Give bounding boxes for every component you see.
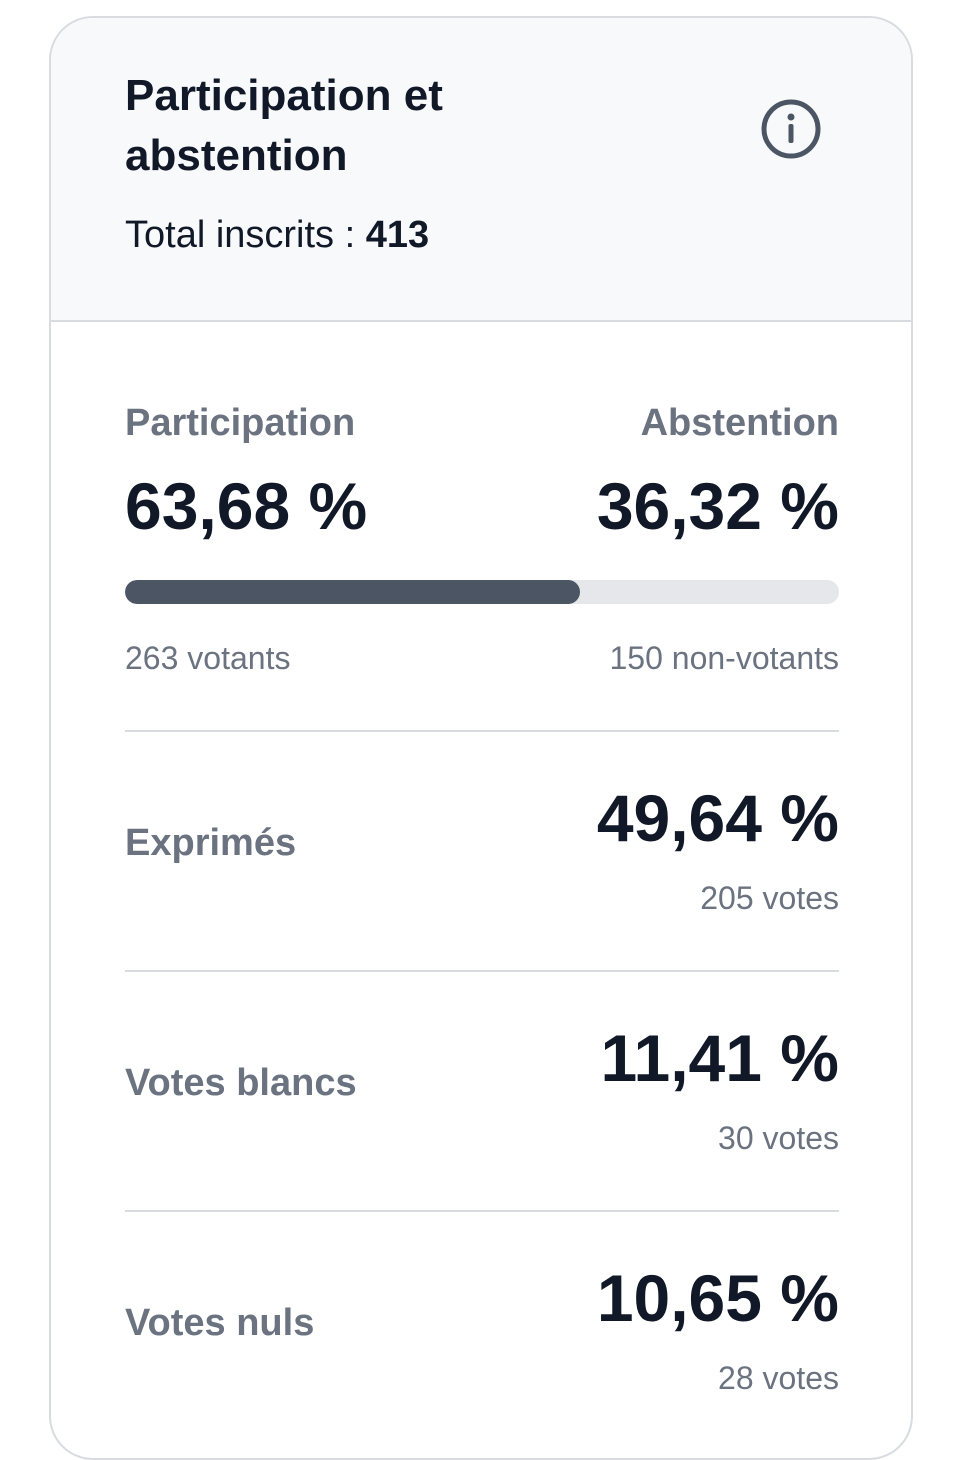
row-value: 49,64 % (596, 781, 839, 855)
participation-count: 263 votants (125, 640, 291, 676)
progress-track (125, 580, 839, 604)
abstention-label: Abstention (640, 402, 839, 444)
screen: Participation et abstention Total inscri… (49, 16, 913, 1460)
page: Participation et abstention {"header": {… (49, 16, 913, 1460)
row-count: 30 votes (718, 1120, 839, 1156)
total-label: Total inscrits : (125, 214, 356, 256)
divider (125, 970, 839, 972)
card-header: Participation et abstention Total inscri… (51, 18, 911, 322)
total: Total inscrits : 413 (125, 214, 429, 257)
participation-label: Participation (125, 402, 356, 444)
divider (125, 730, 839, 732)
row-value: 11,41 % (600, 1021, 839, 1095)
row-label: Votes nuls (125, 1302, 315, 1344)
row-count: 28 votes (718, 1360, 839, 1396)
divider (125, 1210, 839, 1212)
card: Participation et abstention Total inscri… (49, 16, 913, 1460)
total-value: 413 (365, 214, 430, 256)
participation-value: 63,68 % (125, 469, 368, 543)
abstention-count: 150 non-votants (609, 640, 840, 676)
info-icon[interactable] (759, 97, 823, 161)
row-count: 205 votes (700, 880, 839, 916)
card-title: Participation et abstention (125, 71, 443, 180)
abstention-value: 36,32 % (596, 469, 839, 543)
progress-fill (125, 580, 580, 604)
row-label: Exprimés (125, 822, 297, 864)
row-value: 10,65 % (596, 1261, 839, 1335)
row-label: Votes blancs (125, 1062, 357, 1104)
